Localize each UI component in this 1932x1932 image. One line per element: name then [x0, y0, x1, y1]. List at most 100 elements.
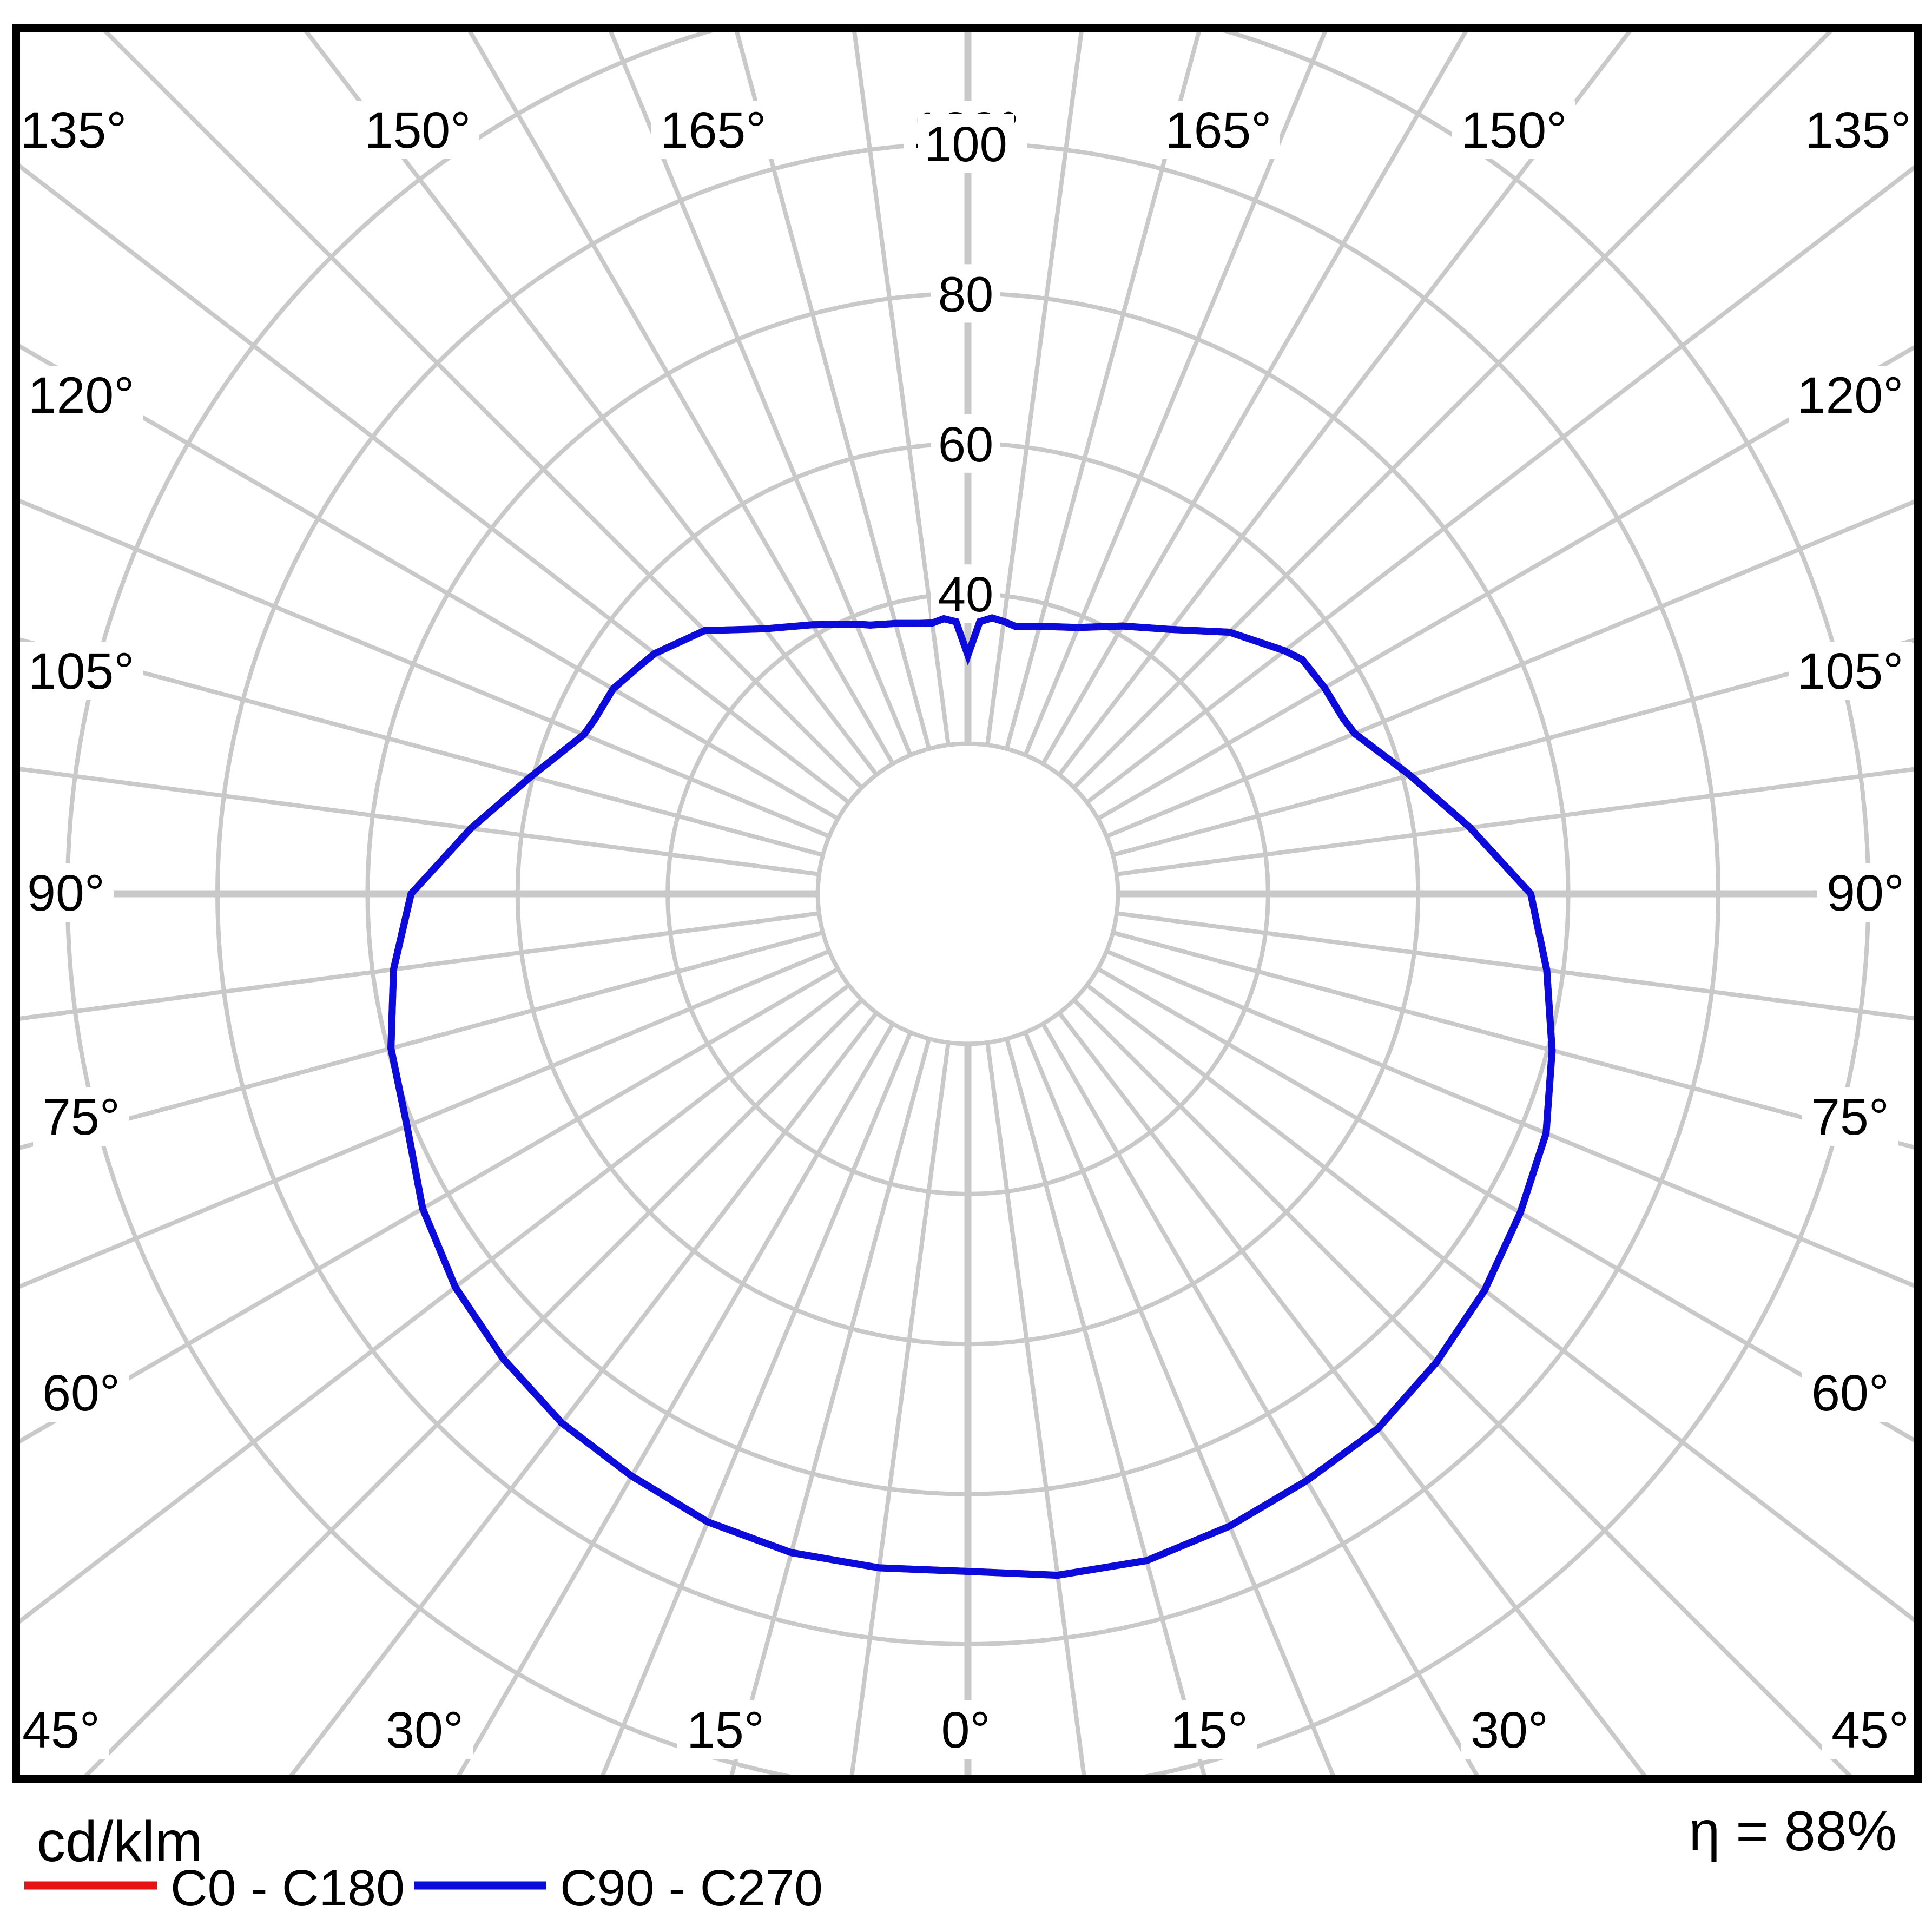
polar-spoke — [16, 766, 820, 876]
polar-spoke — [1057, 1011, 1650, 1779]
label-mask — [377, 1700, 473, 1759]
polar-spoke — [1116, 911, 1918, 1021]
label-mask — [1796, 101, 1920, 159]
label-mask — [19, 642, 143, 700]
polar-spoke — [1105, 498, 1918, 839]
angle-tick-label: 105° — [28, 643, 135, 700]
angle-tick-label: 165° — [660, 102, 767, 159]
label-mask — [677, 1700, 774, 1759]
angle-tick-label: 90° — [1827, 865, 1904, 922]
angle-tick-label: 135° — [21, 102, 127, 159]
label-mask — [356, 101, 479, 159]
polar-spoke — [80, 998, 863, 1779]
label-mask — [651, 101, 775, 159]
radial-tick-label: 80 — [938, 267, 993, 322]
angle-tick-label: 150° — [365, 102, 471, 159]
angle-tick-label: 105° — [1797, 643, 1904, 700]
polar-spoke — [985, 28, 1084, 746]
label-mask — [931, 414, 1000, 473]
angle-tick-label: 45° — [22, 1702, 100, 1759]
polar-spoke — [286, 1011, 879, 1779]
angle-tick-label: 90° — [27, 865, 105, 922]
label-mask — [33, 1087, 129, 1146]
label-mask — [918, 114, 1014, 173]
label-mask — [33, 1363, 129, 1422]
label-mask — [931, 264, 1000, 323]
polar-spoke — [1116, 766, 1918, 876]
polar-spoke — [1097, 342, 1918, 821]
polar-spoke — [301, 28, 879, 776]
angle-tick-label: 120° — [28, 367, 135, 424]
polar-spoke — [1112, 637, 1918, 858]
angle-tick-label: 15° — [687, 1702, 764, 1759]
polar-spoke — [16, 911, 820, 1021]
angle-tick-label: 15° — [1170, 1702, 1248, 1759]
label-mask — [1789, 642, 1912, 700]
radial-tick-label: 60 — [938, 417, 993, 472]
radial-tick-label: 100 — [924, 117, 1007, 172]
polar-spoke — [16, 636, 824, 858]
angle-tick-label: 45° — [1831, 1702, 1909, 1759]
angle-tick-label: 135° — [1805, 102, 1911, 159]
angle-tick-label: 120° — [1797, 367, 1904, 424]
label-mask — [12, 101, 135, 159]
angle-tick-label: 150° — [1461, 102, 1567, 159]
polar-spoke — [606, 28, 913, 756]
label-mask — [1452, 101, 1575, 159]
polar-spoke — [99, 28, 863, 789]
label-mask — [1802, 1363, 1898, 1422]
polar-spoke — [465, 28, 895, 765]
polar-spoke — [1041, 28, 1471, 765]
curves — [387, 614, 1556, 1579]
polar-spoke — [1112, 930, 1918, 1151]
c90-c270-curve — [387, 614, 1556, 1579]
label-mask — [18, 863, 114, 922]
polar-spoke — [1023, 28, 1329, 756]
label-mask — [931, 1700, 1000, 1759]
polar-spoke — [16, 949, 830, 1290]
label-mask — [1161, 1700, 1257, 1759]
polar-spoke — [1023, 1031, 1337, 1779]
polar-spoke — [599, 1031, 913, 1779]
label-mask — [1817, 863, 1914, 922]
tick-labels: 135°150°165°180°165°150°135°45°30°15°0°1… — [12, 101, 1920, 1759]
label-mask — [931, 564, 1000, 623]
polar-spoke — [849, 1042, 951, 1779]
angle-tick-label: 0° — [941, 1702, 991, 1759]
polar-spoke — [1072, 28, 1837, 789]
plot-border — [12, 24, 1922, 1783]
angle-tick-label: 60° — [42, 1364, 120, 1422]
polar-spoke — [852, 28, 951, 746]
angle-tick-label: 30° — [386, 1702, 464, 1759]
angle-tick-label: 165° — [1165, 102, 1272, 159]
polar-spoke — [985, 1042, 1087, 1779]
label-mask — [1822, 1700, 1918, 1759]
polar-spoke — [16, 341, 839, 821]
angle-tick-label: 30° — [1471, 1702, 1548, 1759]
angle-tick-label: 60° — [1811, 1364, 1889, 1422]
polar-spoke — [1105, 949, 1918, 1290]
label-mask — [1157, 101, 1280, 159]
polar-spoke — [728, 1038, 932, 1779]
unit-label: cd/klm — [37, 1810, 202, 1874]
polar-spoke — [16, 497, 830, 839]
label-mask — [13, 1700, 109, 1759]
polar-spoke — [454, 1023, 895, 1779]
legend: C0 - C180 C90 - C270 — [24, 1860, 823, 1917]
legend-label-c0-c180: C0 - C180 — [170, 1860, 405, 1917]
legend-label-c90-c270: C90 - C270 — [560, 1860, 823, 1917]
polar-spoke — [1004, 1038, 1208, 1779]
polar-spoke — [1072, 998, 1856, 1779]
polar-spoke — [16, 930, 824, 1151]
polar-spoke — [1097, 967, 1918, 1445]
angle-tick-label: 75° — [1811, 1089, 1889, 1146]
label-mask — [1802, 1087, 1898, 1146]
efficiency-label: η = 88% — [1689, 1800, 1897, 1863]
label-mask — [1789, 366, 1912, 424]
label-mask — [1461, 1700, 1558, 1759]
polar-spoke — [1057, 28, 1635, 776]
polar-spoke — [16, 967, 839, 1446]
radial-tick-label: 40 — [938, 567, 993, 622]
